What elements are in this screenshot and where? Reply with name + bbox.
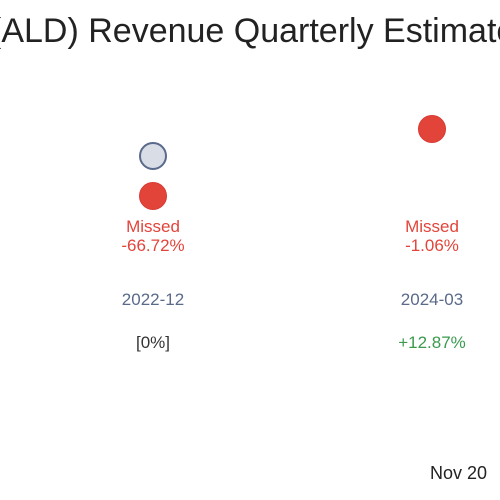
surprise-label-2024-03: Missed -1.06%: [372, 217, 492, 255]
estimate-marker-2022-12: [139, 142, 167, 170]
surprise-text: -1.06%: [405, 236, 459, 255]
surprise-label-2022-12: Missed -66.72%: [93, 217, 213, 255]
period-label-2024-03: 2024-03: [400, 290, 464, 309]
chart-title: (ALD) Revenue Quarterly Estimate: [0, 12, 500, 50]
status-text: Missed: [126, 217, 180, 236]
status-text: Missed: [405, 217, 459, 236]
actual-marker-2022-12: [139, 182, 167, 210]
change-label-2022-12: [0%]: [135, 333, 171, 352]
surprise-text: -66.72%: [121, 236, 185, 255]
period-label-2022-12: 2022-12: [121, 290, 185, 309]
actual-marker-2024-03: [418, 115, 446, 143]
change-label-2024-03: +12.87%: [398, 333, 466, 352]
footer-date: Nov 20: [430, 463, 488, 483]
